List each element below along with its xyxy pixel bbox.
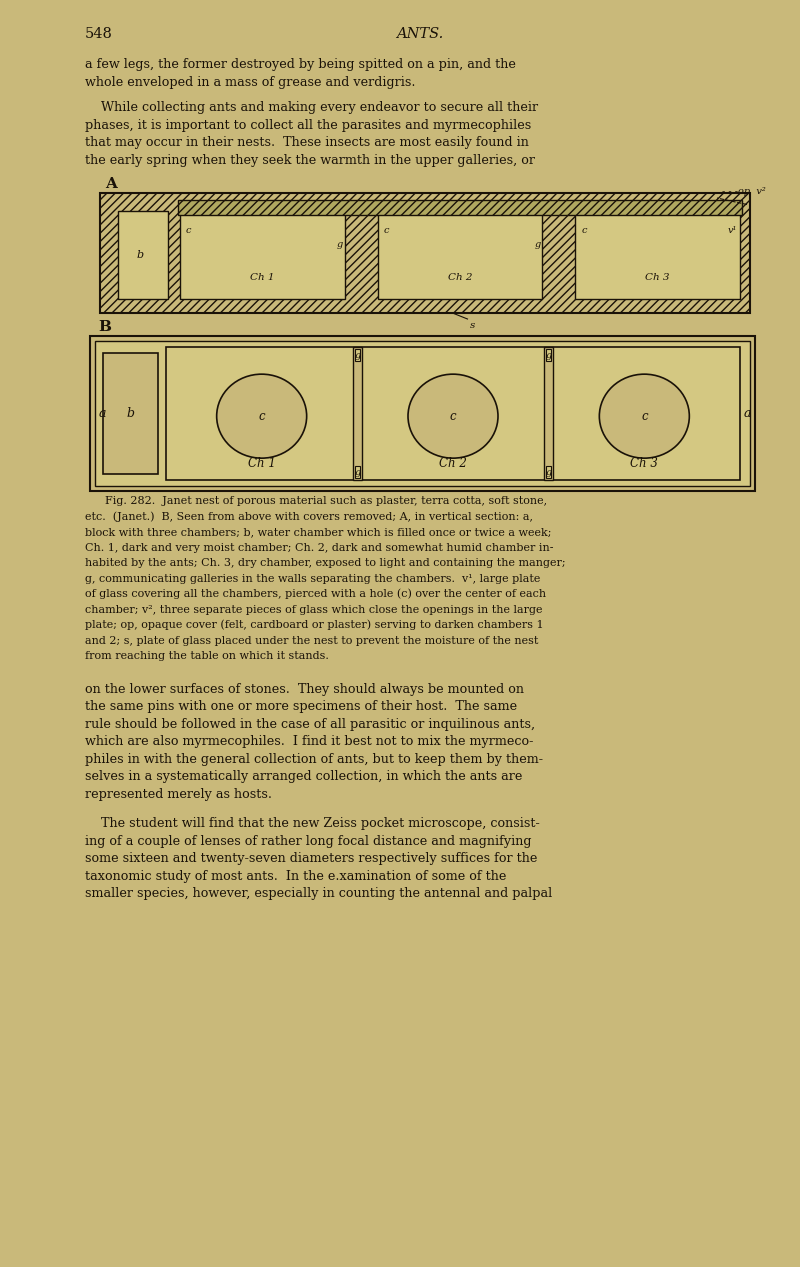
Text: habited by the ants; Ch. 3, dry chamber, exposed to light and containing the man: habited by the ants; Ch. 3, dry chamber,… <box>85 557 566 568</box>
Text: Ch 2: Ch 2 <box>448 272 472 281</box>
Bar <box>103 353 158 474</box>
Text: s: s <box>470 321 475 329</box>
Text: the same pins with one or more specimens of their host.  The same: the same pins with one or more specimens… <box>85 699 517 713</box>
Text: g: g <box>337 239 343 248</box>
Text: smaller species, however, especially in counting the antennal and palpal: smaller species, however, especially in … <box>85 887 552 900</box>
Text: g: g <box>354 468 361 476</box>
Text: g: g <box>534 239 541 248</box>
Text: - - -op  v²: - - -op v² <box>722 188 766 196</box>
Text: g, communicating galleries in the walls separating the chambers.  v¹, large plat: g, communicating galleries in the walls … <box>85 574 540 584</box>
Text: b: b <box>137 250 144 260</box>
Bar <box>355 466 359 478</box>
Bar <box>180 212 345 299</box>
Text: c: c <box>186 226 191 234</box>
Bar <box>353 347 362 480</box>
Text: Ch. 1, dark and very moist chamber; Ch. 2, dark and somewhat humid chamber in-: Ch. 1, dark and very moist chamber; Ch. … <box>85 542 554 552</box>
Text: block with three chambers; b, water chamber which is filled once or twice a week: block with three chambers; b, water cham… <box>85 527 551 537</box>
Text: ing of a couple of lenses of rather long focal distance and magnifying: ing of a couple of lenses of rather long… <box>85 835 531 848</box>
Bar <box>378 212 542 299</box>
Text: g: g <box>546 468 552 476</box>
Bar <box>90 336 755 492</box>
Text: 548: 548 <box>85 27 113 41</box>
Bar <box>118 212 168 299</box>
Text: that may occur in their nests.  These insects are most easily found in: that may occur in their nests. These ins… <box>85 136 529 150</box>
Bar <box>95 341 750 487</box>
Text: c: c <box>384 226 389 234</box>
Bar <box>100 193 750 313</box>
Bar <box>178 200 742 215</box>
Text: plate; op, opaque cover (felt, cardboard or plaster) serving to darken chambers : plate; op, opaque cover (felt, cardboard… <box>85 620 544 630</box>
Text: the early spring when they seek the warmth in the upper galleries, or: the early spring when they seek the warm… <box>85 153 535 166</box>
Text: etc.  (Janet.)  B, Seen from above with covers removed; A, in vertical section: : etc. (Janet.) B, Seen from above with co… <box>85 511 533 522</box>
Ellipse shape <box>599 374 690 459</box>
Text: A: A <box>105 177 117 191</box>
Bar <box>355 348 359 361</box>
Text: chamber; v², three separate pieces of glass which close the openings in the larg: chamber; v², three separate pieces of gl… <box>85 604 542 614</box>
Text: Ch 3: Ch 3 <box>646 272 670 281</box>
Text: Ch 2: Ch 2 <box>439 457 467 470</box>
Text: rule should be followed in the case of all parasitic or inquilinous ants,: rule should be followed in the case of a… <box>85 717 535 731</box>
Text: from reaching the table on which it stands.: from reaching the table on which it stan… <box>85 651 329 661</box>
Text: taxonomic study of most ants.  In the e.xamination of some of the: taxonomic study of most ants. In the e.x… <box>85 869 506 883</box>
Text: ANTS.: ANTS. <box>396 27 444 41</box>
Ellipse shape <box>217 374 306 459</box>
Text: c: c <box>582 226 586 234</box>
Text: Ch 1: Ch 1 <box>250 272 274 281</box>
Ellipse shape <box>408 374 498 459</box>
Text: c: c <box>258 409 265 423</box>
Text: v¹: v¹ <box>728 226 738 234</box>
Text: g: g <box>354 351 361 360</box>
Text: whole enveloped in a mass of grease and verdigris.: whole enveloped in a mass of grease and … <box>85 76 415 89</box>
Text: B: B <box>98 321 111 334</box>
Text: Ch 1: Ch 1 <box>248 457 276 470</box>
Text: philes in with the general collection of ants, but to keep them by them-: philes in with the general collection of… <box>85 753 543 765</box>
Text: some sixteen and twenty-seven diameters respectively suffices for the: some sixteen and twenty-seven diameters … <box>85 851 538 865</box>
Bar <box>100 193 750 313</box>
Bar <box>575 212 740 299</box>
Bar <box>546 466 551 478</box>
Text: b: b <box>126 407 134 419</box>
Text: which are also myrmecophiles.  I find it best not to mix the myrmeco-: which are also myrmecophiles. I find it … <box>85 735 534 748</box>
Text: c: c <box>641 409 648 423</box>
Text: Fig. 282.  Janet nest of porous material such as plaster, terra cotta, soft ston: Fig. 282. Janet nest of porous material … <box>105 495 547 506</box>
Bar <box>544 347 553 480</box>
Text: a: a <box>99 407 106 419</box>
Text: and 2; s, plate of glass placed under the nest to prevent the moisture of the ne: and 2; s, plate of glass placed under th… <box>85 636 538 645</box>
Text: of glass covering all the chambers, pierced with a hole (c) over the center of e: of glass covering all the chambers, pier… <box>85 588 546 599</box>
Text: g: g <box>546 351 552 360</box>
Text: c: c <box>450 409 456 423</box>
Text: selves in a systematically arranged collection, in which the ants are: selves in a systematically arranged coll… <box>85 770 522 783</box>
Text: phases, it is important to collect all the parasites and myrmecophiles: phases, it is important to collect all t… <box>85 119 531 132</box>
Text: represented merely as hosts.: represented merely as hosts. <box>85 788 272 801</box>
Text: While collecting ants and making every endeavor to secure all their: While collecting ants and making every e… <box>85 101 538 114</box>
Text: on the lower surfaces of stones.  They should always be mounted on: on the lower surfaces of stones. They sh… <box>85 683 524 696</box>
Bar <box>166 347 740 480</box>
Bar <box>546 348 551 361</box>
Text: The student will find that the new Zeiss pocket microscope, consist-: The student will find that the new Zeiss… <box>85 817 540 830</box>
Text: a few legs, the former destroyed by being spitted on a pin, and the: a few legs, the former destroyed by bein… <box>85 58 516 71</box>
Text: Ch 3: Ch 3 <box>630 457 658 470</box>
Text: a: a <box>744 407 751 419</box>
